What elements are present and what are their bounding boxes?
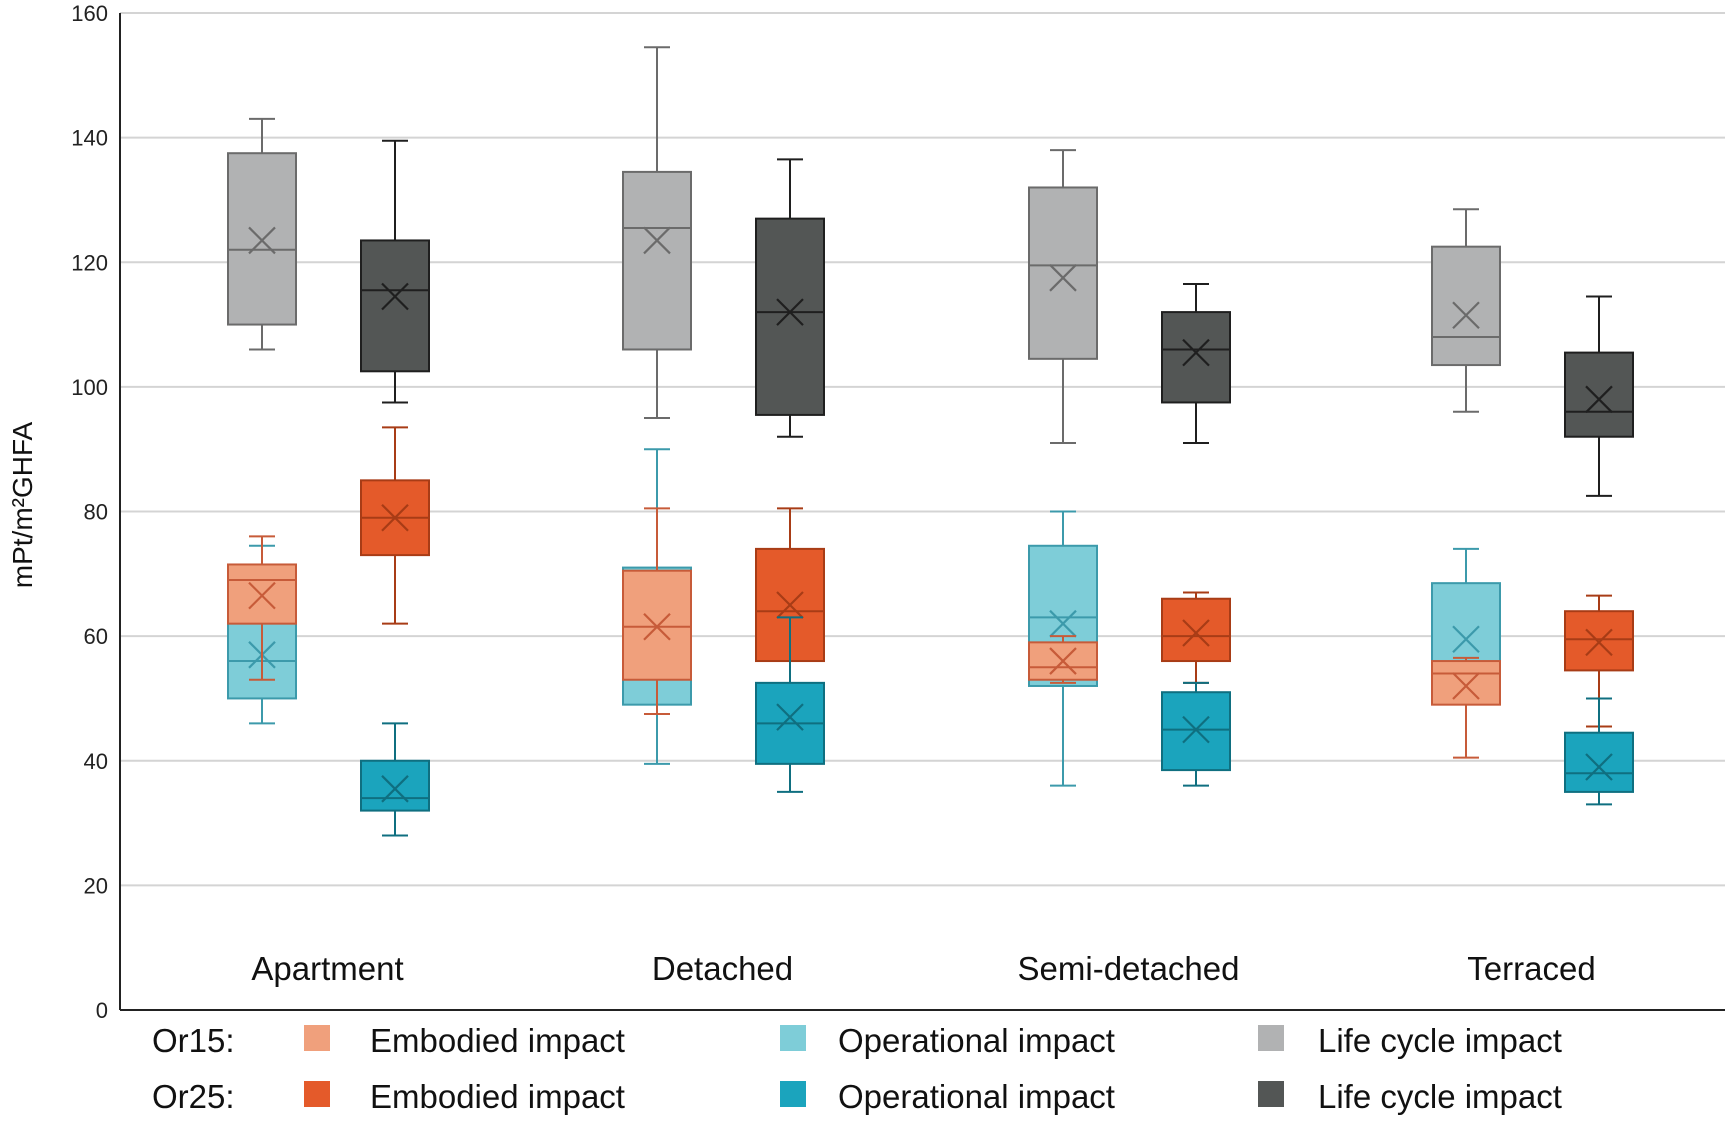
mean-marker-b	[1182, 715, 1210, 744]
y-tick-label-40: 40	[84, 749, 108, 774]
mean-marker-b	[643, 226, 671, 255]
mean-marker-b	[643, 613, 671, 641]
legend-row-label-0: Or15:	[152, 1022, 235, 1059]
box-iqr	[360, 239, 430, 373]
box-iqr	[1564, 610, 1634, 672]
category-label-apartment: Apartment	[251, 950, 403, 987]
box-iqr	[1028, 186, 1098, 360]
mean-marker-b	[1585, 385, 1613, 414]
mean-marker-b	[776, 298, 804, 326]
box-or25_lifecycle-detached	[755, 158, 825, 438]
y-axis-title: mPt/m²GHFA	[7, 421, 38, 588]
legend-swatch-or15_operational	[780, 1025, 806, 1051]
mean-marker-b	[1182, 619, 1210, 647]
legend-label-or25_lifecycle: Life cycle impact	[1318, 1078, 1562, 1115]
box-or25_operational-semi-detached	[1161, 681, 1231, 787]
category-labels: Apartment Detached Semi-detached Terraced	[251, 950, 1595, 987]
mean-marker-b	[381, 503, 409, 532]
mean-marker-b	[1452, 301, 1480, 329]
legend-swatch-or25_lifecycle	[1258, 1081, 1284, 1107]
box-iqr	[1161, 597, 1231, 663]
mean-marker-b	[1049, 264, 1077, 292]
category-label-terraced: Terraced	[1467, 950, 1595, 987]
box-iqr	[1431, 245, 1501, 367]
box-series	[227, 46, 1634, 837]
box-or25_embodied-terraced	[1564, 594, 1634, 728]
legend-swatch-or15_lifecycle	[1258, 1025, 1284, 1051]
box-iqr	[1564, 351, 1634, 438]
mean-marker-b	[1452, 672, 1480, 700]
legend-label-or15_embodied: Embodied impact	[370, 1022, 625, 1059]
legend-label-or25_embodied: Embodied impact	[370, 1078, 625, 1115]
box-or25_operational-detached	[755, 616, 825, 793]
legend-label-or15_lifecycle: Life cycle impact	[1318, 1022, 1562, 1059]
box-iqr	[1564, 731, 1634, 793]
box-or25_operational-terraced	[1564, 697, 1634, 806]
box-or15_lifecycle-terraced	[1431, 208, 1501, 413]
box-iqr	[360, 759, 430, 812]
box-iqr	[227, 563, 297, 625]
series-or25_operational	[360, 616, 1634, 837]
y-tick-label-20: 20	[84, 873, 108, 898]
axes: 0 20 40 60 80 100 120 140 160	[71, 1, 1725, 1023]
box-or15_lifecycle-semi-detached	[1028, 149, 1098, 444]
mean-marker-b	[1585, 753, 1613, 781]
box-or25_embodied-semi-detached	[1161, 591, 1231, 684]
mean-marker-b	[381, 775, 409, 803]
mean-marker-b	[248, 581, 276, 610]
legend-swatch-or15_embodied	[304, 1025, 330, 1051]
legend-swatch-or25_embodied	[304, 1081, 330, 1107]
box-iqr	[1161, 311, 1231, 404]
mean-marker-b	[776, 591, 804, 619]
mean-marker-b	[1049, 609, 1077, 638]
mean-marker-b	[1182, 338, 1210, 367]
legend-label-or25_operational: Operational impact	[838, 1078, 1115, 1115]
legend-swatch-or25_operational	[780, 1081, 806, 1107]
y-tick-label-100: 100	[71, 375, 108, 400]
y-tick-label-120: 120	[71, 250, 108, 275]
box-or25_embodied-apartment	[360, 426, 430, 625]
box-or15_lifecycle-detached	[622, 46, 692, 420]
gridlines	[120, 12, 1725, 887]
box-or25_operational-apartment	[360, 722, 430, 837]
y-tick-label-60: 60	[84, 624, 108, 649]
legend-label-or15_operational: Operational impact	[838, 1022, 1115, 1059]
category-label-detached: Detached	[652, 950, 793, 987]
y-tick-label-160: 160	[71, 1, 108, 26]
mean-marker-b	[1585, 628, 1613, 657]
box-or25_lifecycle-apartment	[360, 139, 430, 404]
box-or25_lifecycle-terraced	[1564, 295, 1634, 497]
series-or15_embodied	[227, 507, 1501, 759]
box-iqr	[227, 152, 297, 326]
box-iqr	[755, 217, 825, 416]
box-or15_embodied-semi-detached	[1028, 635, 1098, 684]
series-or15_lifecycle	[227, 46, 1501, 444]
y-tick-label-80: 80	[84, 500, 108, 525]
category-label-semi-detached: Semi-detached	[1018, 950, 1240, 987]
mean-marker-b	[1049, 647, 1077, 675]
mean-marker-b	[248, 226, 276, 255]
y-tick-label-0: 0	[96, 998, 108, 1023]
series-or25_lifecycle	[360, 139, 1634, 497]
box-or15_embodied-apartment	[227, 535, 297, 681]
y-tick-label-140: 140	[71, 126, 108, 151]
box-iqr	[622, 569, 692, 681]
mean-marker-b	[776, 703, 804, 731]
legend-row-label-1: Or25:	[152, 1078, 235, 1115]
box-iqr	[622, 170, 692, 351]
box-iqr	[1431, 660, 1501, 706]
box-or15_embodied-detached	[622, 507, 692, 716]
box-or15_lifecycle-apartment	[227, 117, 297, 351]
box-or15_embodied-terraced	[1431, 656, 1501, 759]
mean-marker-b	[1452, 625, 1480, 654]
legend: Or15: Embodied impact Operational impact Li…	[152, 1022, 1562, 1115]
box-iqr	[1161, 691, 1231, 772]
box-or25_lifecycle-semi-detached	[1161, 283, 1231, 444]
mean-marker-b	[381, 282, 409, 311]
